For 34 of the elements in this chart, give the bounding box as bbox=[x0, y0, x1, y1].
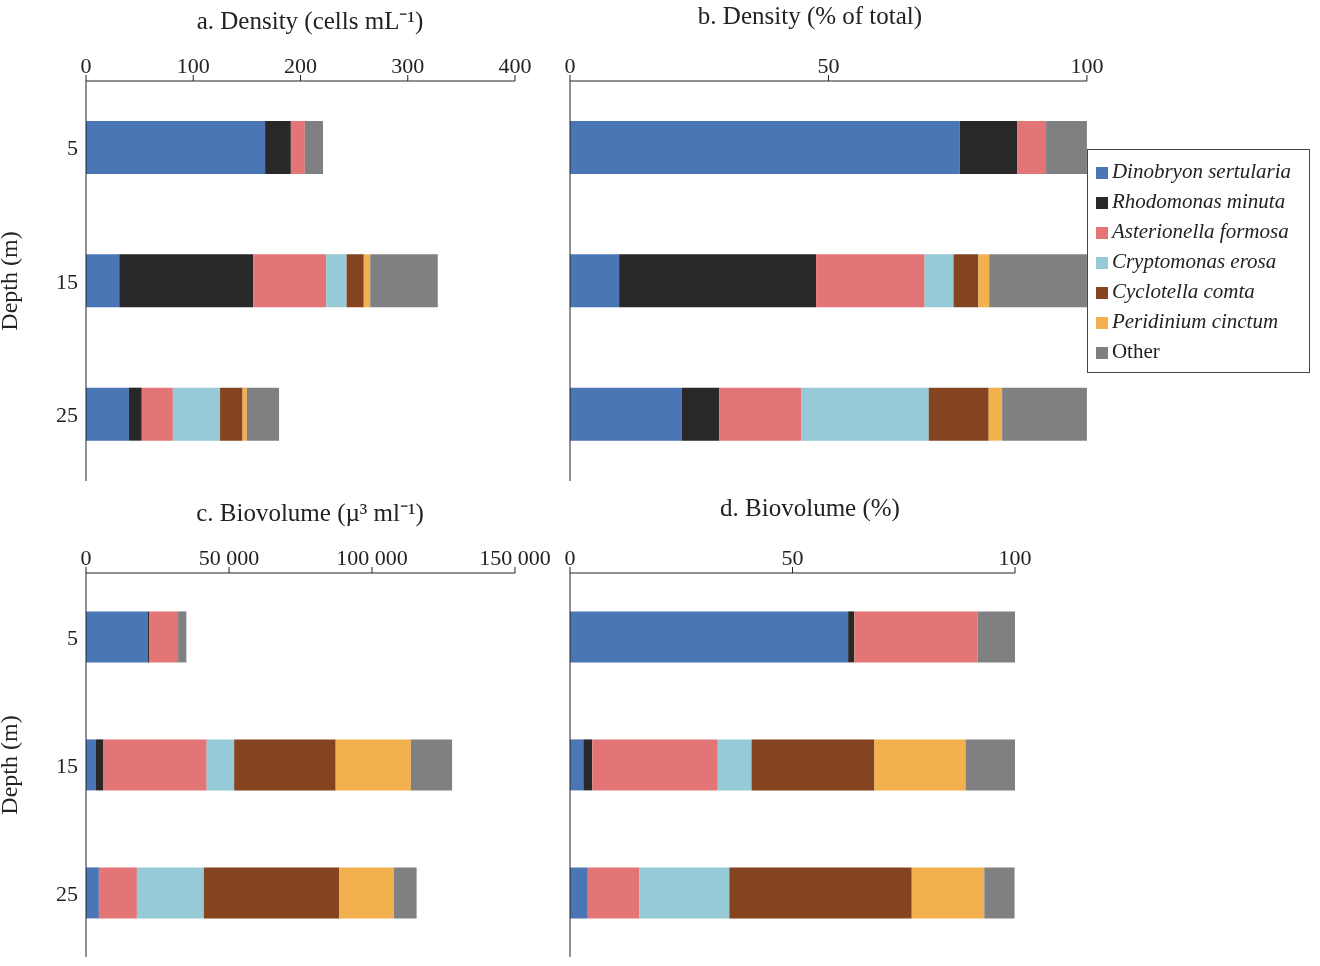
x-tick-label: 100 bbox=[176, 53, 210, 78]
legend-label: Dinobryon sertularia bbox=[1111, 159, 1291, 183]
y-tick-label: 15 bbox=[56, 268, 78, 294]
chart-title: b. Density (% of total) bbox=[696, 2, 924, 30]
x-tick-label: 100 bbox=[998, 545, 1032, 570]
y-tick-label: 5 bbox=[67, 624, 78, 650]
chart-title: d. Biovolume (%) bbox=[719, 494, 901, 522]
chart-title: c. Biovolume (µ³ ml⁻¹) bbox=[195, 498, 425, 528]
y-tick-label: 15 bbox=[56, 752, 78, 778]
x-tick-label: 0 bbox=[80, 545, 92, 570]
x-tick-label: 300 bbox=[391, 53, 425, 78]
x-tick-label: 50 bbox=[817, 53, 840, 78]
x-tick-label: 100 bbox=[1070, 53, 1104, 78]
y-tick-label: 25 bbox=[56, 402, 78, 428]
legend-label: Cyclotella comta bbox=[1111, 279, 1255, 303]
x-tick-label: 50 000 bbox=[198, 545, 260, 570]
y-tick-label: 25 bbox=[56, 880, 78, 906]
x-tick-label: 100 000 bbox=[336, 545, 408, 570]
x-tick-label: 0 bbox=[80, 53, 92, 78]
chart-title: a. Density (cells mL⁻¹) bbox=[195, 6, 425, 36]
legend-label: Cryptomonas erosa bbox=[1111, 249, 1277, 273]
x-tick-label: 400 bbox=[498, 53, 532, 78]
legend-label: Rhodomonas minuta bbox=[1111, 189, 1286, 213]
y-axis-title: Depth (m) bbox=[0, 715, 22, 815]
x-tick-label: 0 bbox=[564, 545, 576, 570]
y-axis-title: Depth (m) bbox=[0, 231, 22, 331]
x-tick-label: 150 000 bbox=[479, 545, 551, 570]
legend-label: Asterionella formosa bbox=[1111, 219, 1289, 243]
x-tick-label: 200 bbox=[284, 53, 317, 78]
legend-label: Other bbox=[1111, 339, 1160, 363]
y-tick-label: 5 bbox=[67, 135, 78, 161]
x-tick-label: 50 bbox=[781, 545, 804, 570]
x-tick-label: 0 bbox=[564, 53, 576, 78]
legend-label: Peridinium cinctum bbox=[1111, 309, 1279, 333]
